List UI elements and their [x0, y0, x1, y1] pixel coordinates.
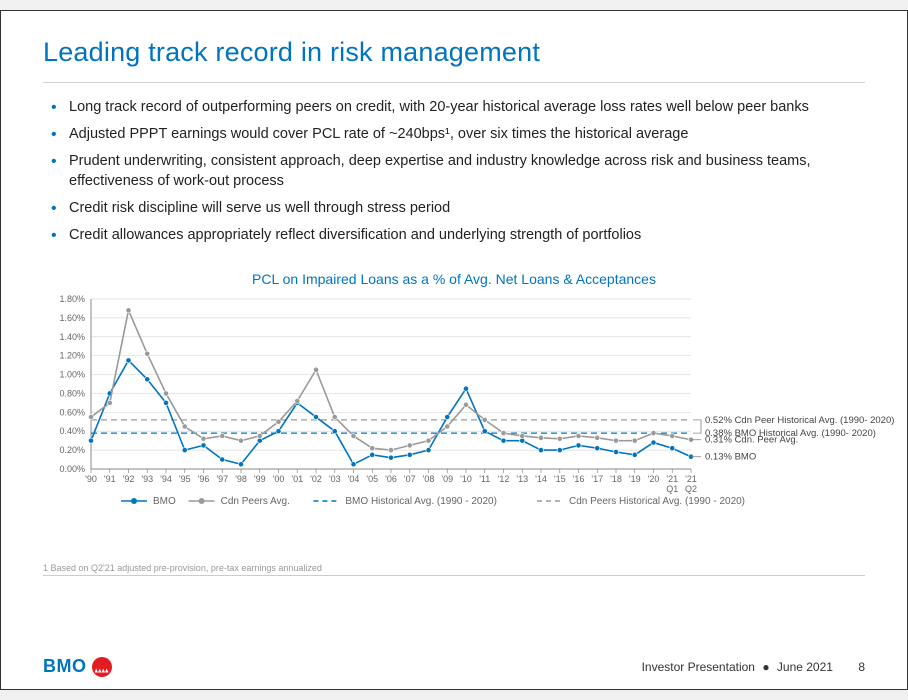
footer-separator: ● [762, 660, 769, 674]
bullet-item: Credit allowances appropriately reflect … [51, 225, 861, 245]
chart-container: 0.00% 0.20% 0.40% 0.60% 0.80% 1.00% 1.20% 1.40%… [43, 293, 865, 535]
svg-text:BMO: BMO [153, 496, 176, 507]
svg-text:'18: '18 [610, 474, 622, 484]
svg-text:Q2: Q2 [685, 484, 697, 494]
svg-text:1.80%: 1.80% [59, 294, 85, 304]
svg-text:'13: '13 [516, 474, 528, 484]
bullet-item: Adjusted PPPT earnings would cover PCL r… [51, 124, 861, 144]
svg-text:'92: '92 [123, 474, 135, 484]
svg-text:'14: '14 [535, 474, 547, 484]
line-chart: 0.00% 0.20% 0.40% 0.60% 0.80% 1.00% 1.20% 1.40%… [43, 293, 901, 535]
bmo-logo: BMO [43, 656, 112, 677]
bullet-item: Prudent underwriting, consistent approac… [51, 151, 861, 191]
svg-text:'09: '09 [441, 474, 453, 484]
svg-text:'17: '17 [591, 474, 603, 484]
svg-text:Cdn Peers Historical Avg. (199: Cdn Peers Historical Avg. (1990 - 2020) [569, 496, 745, 507]
chart-title: PCL on Impaired Loans as a % of Avg. Net… [43, 271, 865, 287]
svg-text:1.60%: 1.60% [59, 313, 85, 323]
presentation-name: Investor Presentation [642, 660, 755, 674]
footer: BMO Investor Presentation ● June 2021 8 [43, 656, 865, 677]
svg-text:Cdn Peers Avg.: Cdn Peers Avg. [221, 496, 290, 507]
svg-text:0.13% BMO: 0.13% BMO [705, 452, 756, 463]
svg-text:'00: '00 [273, 474, 285, 484]
svg-text:'10: '10 [460, 474, 472, 484]
page-number: 8 [858, 660, 865, 674]
svg-text:'16: '16 [573, 474, 585, 484]
svg-text:1.00%: 1.00% [59, 370, 85, 380]
svg-text:'12: '12 [498, 474, 510, 484]
svg-text:'15: '15 [554, 474, 566, 484]
svg-text:'08: '08 [423, 474, 435, 484]
svg-text:'95: '95 [179, 474, 191, 484]
svg-text:'19: '19 [629, 474, 641, 484]
svg-text:0.20%: 0.20% [59, 445, 85, 455]
svg-text:BMO Historical Avg. (1990 - 20: BMO Historical Avg. (1990 - 2020) [345, 496, 497, 507]
svg-text:'98: '98 [235, 474, 247, 484]
svg-text:'94: '94 [160, 474, 172, 484]
svg-text:'20: '20 [648, 474, 660, 484]
bullet-list: Long track record of outperforming peers… [43, 97, 865, 245]
svg-text:0.80%: 0.80% [59, 388, 85, 398]
svg-text:1.40%: 1.40% [59, 332, 85, 342]
svg-text:'97: '97 [216, 474, 228, 484]
footer-right: Investor Presentation ● June 2021 8 [642, 660, 865, 674]
svg-text:0.40%: 0.40% [59, 426, 85, 436]
svg-text:'21: '21 [666, 474, 678, 484]
svg-text:1.20%: 1.20% [59, 351, 85, 361]
svg-text:'02: '02 [310, 474, 322, 484]
svg-text:'05: '05 [366, 474, 378, 484]
svg-text:0.60%: 0.60% [59, 407, 85, 417]
title-divider [43, 82, 865, 83]
svg-text:'93: '93 [141, 474, 153, 484]
svg-text:'91: '91 [104, 474, 116, 484]
bullet-item: Long track record of outperforming peers… [51, 97, 861, 117]
svg-text:'01: '01 [291, 474, 303, 484]
svg-text:0.00%: 0.00% [59, 464, 85, 474]
slide-title: Leading track record in risk management [43, 37, 865, 68]
logo-text: BMO [43, 656, 87, 677]
svg-text:'96: '96 [198, 474, 210, 484]
svg-text:'11: '11 [479, 474, 490, 484]
svg-text:'03: '03 [329, 474, 341, 484]
svg-text:0.52% Cdn Peer Historical Avg.: 0.52% Cdn Peer Historical Avg. (1990- 20… [705, 415, 894, 426]
bullet-item: Credit risk discipline will serve us wel… [51, 198, 861, 218]
presentation-date: June 2021 [777, 660, 833, 674]
logo-roundel-icon [92, 657, 112, 677]
svg-text:0.31% Cdn. Peer Avg.: 0.31% Cdn. Peer Avg. [705, 435, 798, 446]
svg-text:'07: '07 [404, 474, 416, 484]
svg-text:'21: '21 [685, 474, 697, 484]
svg-text:'04: '04 [348, 474, 360, 484]
svg-text:'90: '90 [85, 474, 97, 484]
slide: Leading track record in risk management … [0, 10, 908, 690]
svg-text:Q1: Q1 [666, 484, 678, 494]
svg-text:'99: '99 [254, 474, 266, 484]
footnote: 1 Based on Q2'21 adjusted pre-provision,… [43, 563, 865, 576]
svg-text:'06: '06 [385, 474, 397, 484]
